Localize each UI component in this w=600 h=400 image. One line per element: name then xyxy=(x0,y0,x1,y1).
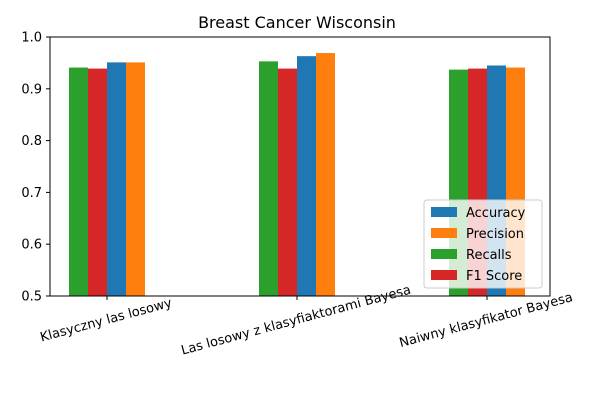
legend-label-recalls: Recalls xyxy=(466,248,512,263)
bars-layer xyxy=(69,53,525,297)
bar-recalls-1 xyxy=(259,61,278,296)
legend-swatch-recalls xyxy=(431,249,457,259)
plot-frame xyxy=(49,36,551,297)
legend: Accuracy Precision Recalls F1 Score xyxy=(423,199,543,289)
y-tick-label: 0.5 xyxy=(21,290,42,305)
bar-f1-score-1 xyxy=(278,68,297,296)
bar-precision-1 xyxy=(316,53,335,297)
x-category-label: Naiwny klasyfikator Bayesa xyxy=(398,290,575,351)
legend-swatch-precision xyxy=(431,228,457,238)
bar-precision-0 xyxy=(126,62,145,296)
bar-recalls-0 xyxy=(69,67,88,296)
y-tick-label: 1.0 xyxy=(21,31,42,46)
legend-label-accuracy: Accuracy xyxy=(466,206,526,221)
bar-accuracy-0 xyxy=(107,62,126,296)
legend-label-precision: Precision xyxy=(466,227,524,242)
y-tick-label: 0.9 xyxy=(21,82,42,97)
y-tick-label: 0.7 xyxy=(21,186,42,201)
bar-f1-score-0 xyxy=(88,68,107,296)
legend-label-f1-score: F1 Score xyxy=(466,269,522,284)
x-category-label: Klasyczny las losowy xyxy=(39,296,174,346)
y-tick-label: 0.6 xyxy=(21,238,42,253)
bar-accuracy-1 xyxy=(297,56,316,296)
legend-swatch-f1-score xyxy=(431,270,457,280)
y-tick-label: 0.8 xyxy=(21,134,42,149)
chart-title: Breast Cancer Wisconsin xyxy=(198,13,396,32)
legend-box xyxy=(423,199,543,289)
legend-swatch-accuracy xyxy=(431,207,457,217)
